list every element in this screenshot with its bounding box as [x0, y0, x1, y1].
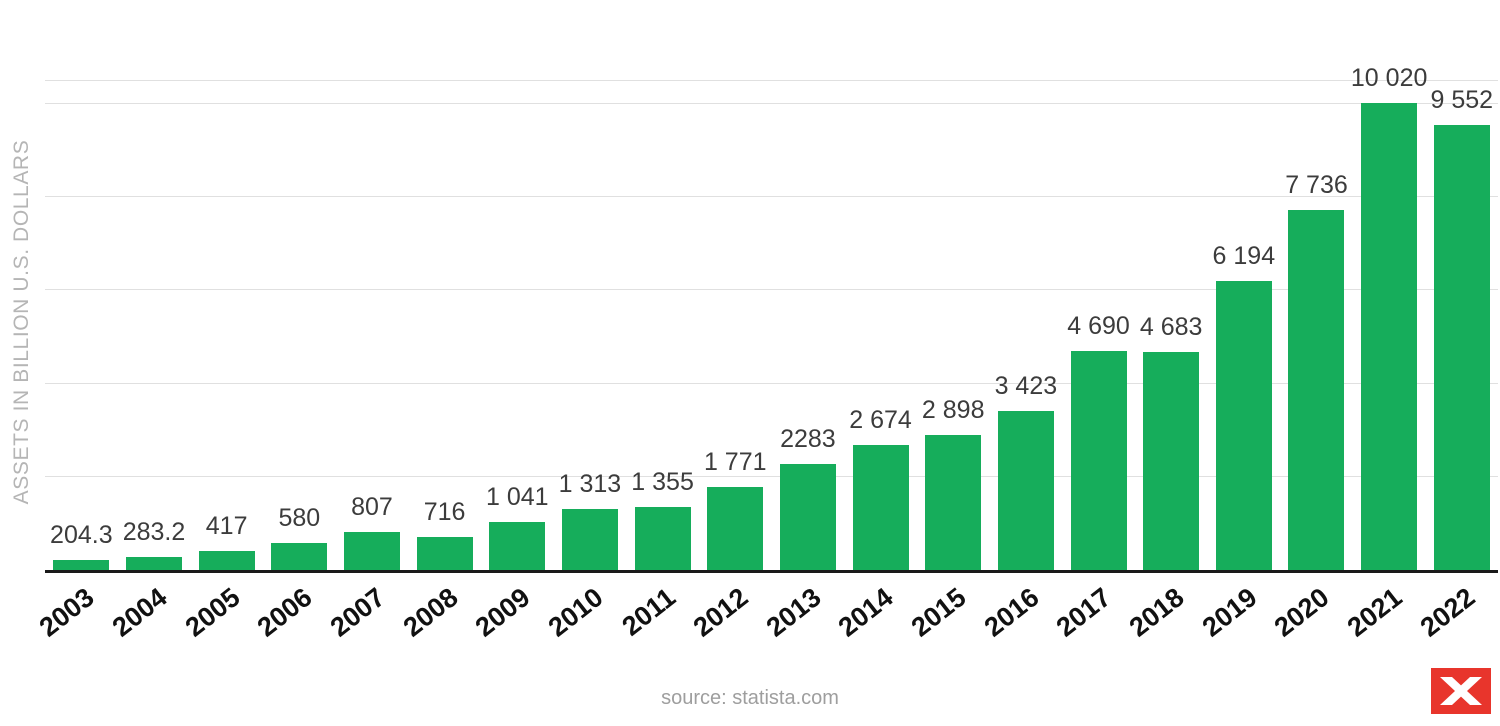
x-axis-label: 2004	[106, 582, 173, 643]
bar	[1433, 124, 1490, 570]
value-label: 3 423	[994, 371, 1058, 400]
value-label: 7 736	[1285, 170, 1348, 199]
bar	[1361, 103, 1418, 570]
value-label: 1 313	[558, 469, 622, 498]
bar	[198, 550, 255, 570]
gridline	[45, 196, 1498, 198]
bar	[561, 508, 618, 570]
bar-group: 417 2005	[179, 81, 263, 643]
value-label: 716	[423, 497, 466, 526]
source-text: source: statista.com	[661, 687, 839, 709]
bar-group: 1 355 2011	[616, 81, 699, 642]
x-axis-label: 2006	[251, 582, 318, 643]
bar-group: 4 683 2018	[1124, 81, 1208, 643]
bar-group: 10 020 2021	[1342, 64, 1428, 643]
gridline	[45, 475, 1498, 477]
x-axis-label: 2022	[1414, 582, 1481, 643]
bar	[1288, 209, 1345, 570]
value-label: 807	[351, 493, 393, 522]
x-axis-label: 2003	[33, 582, 100, 643]
x-axis-label: 2005	[179, 582, 246, 643]
x-axis-label: 2007	[324, 582, 391, 643]
x-axis-label: 2012	[687, 582, 754, 643]
bar	[1143, 351, 1200, 570]
x-axis-label: 2021	[1341, 582, 1408, 643]
bar-group: 580 2006	[252, 81, 336, 643]
x-axis-label: 2008	[397, 582, 464, 643]
x-axis-label: 2019	[1196, 582, 1263, 643]
bar-group: 9 552 2022	[1414, 81, 1498, 643]
x-axis-label: 2010	[542, 582, 609, 643]
gridline	[45, 289, 1498, 291]
bar-group: 716 2008	[397, 81, 481, 643]
value-label: 6 194	[1212, 242, 1276, 271]
value-label: 1 355	[631, 467, 694, 496]
plot-area: 204.3 2003 283.2 2004 417 2005 580 2006 807 2007 7…	[34, 64, 1498, 643]
bar	[53, 560, 110, 570]
bar-group: 2 898 2015	[906, 81, 990, 643]
statista-logo	[1431, 668, 1491, 714]
bar	[1215, 281, 1272, 570]
value-label: 10 020	[1350, 64, 1428, 93]
bar	[997, 410, 1054, 570]
bar-group: 4 690 2017	[1051, 81, 1135, 642]
value-label: 2 674	[849, 406, 912, 435]
bar	[925, 434, 982, 570]
statista-bird-icon	[1440, 677, 1482, 705]
bar-group: 7 736 2020	[1269, 81, 1353, 643]
y-axis-label: ASSETS IN BILLION U.S. DOLLARS	[10, 139, 33, 505]
x-axis-label: 2015	[905, 582, 972, 643]
value-label: 1 771	[703, 448, 767, 477]
x-axis-label: 2016	[978, 582, 1045, 643]
bar-group: 283.2 2004	[107, 81, 191, 643]
value-label: 204.3	[50, 521, 113, 550]
bar	[489, 521, 546, 570]
bar	[707, 487, 764, 570]
value-label: 4 683	[1139, 312, 1203, 341]
value-label: 4 690	[1067, 312, 1130, 341]
bar-group: 807 2007	[325, 81, 409, 643]
x-axis-label: 2009	[469, 582, 536, 643]
bar	[271, 542, 328, 570]
bar	[1070, 351, 1127, 570]
value-label: 417	[205, 511, 248, 540]
value-label: 1 041	[485, 482, 549, 511]
bar	[634, 506, 691, 570]
bar-group: 1 041 2009	[470, 81, 554, 643]
bar-group: 1 771 2012	[688, 81, 772, 642]
bar	[343, 532, 400, 570]
bar	[125, 556, 182, 570]
x-axis-label: 2018	[1123, 582, 1190, 643]
bar	[779, 463, 836, 570]
x-axis-label: 2017	[1051, 582, 1117, 643]
x-axis-label: 2014	[833, 582, 900, 643]
value-label: 580	[278, 503, 321, 532]
bar-group: 2283 2013	[761, 81, 845, 643]
x-axis-label: 2013	[760, 582, 827, 643]
x-axis-label: 2011	[616, 582, 682, 642]
bar	[416, 536, 473, 570]
bar-group: 2 674 2014	[833, 81, 917, 642]
value-label: 2 898	[921, 395, 985, 424]
gridline	[45, 382, 1498, 384]
bar-group: 1 313 2010	[543, 81, 627, 643]
bar-group: 3 423 2016	[979, 81, 1063, 643]
value-label: 283.2	[122, 517, 186, 546]
bar-group: 204.3 2003	[34, 81, 118, 642]
bar-group: 6 194 2019	[1196, 81, 1281, 642]
value-label: 9 552	[1430, 85, 1494, 114]
value-label: 2283	[780, 424, 836, 453]
x-axis-label: 2020	[1269, 582, 1335, 643]
bars-row: 204.3 2003 283.2 2004 417 2005 580 2006 807 2007 7…	[34, 64, 1498, 643]
bar	[852, 445, 909, 570]
gridline	[45, 103, 1498, 105]
